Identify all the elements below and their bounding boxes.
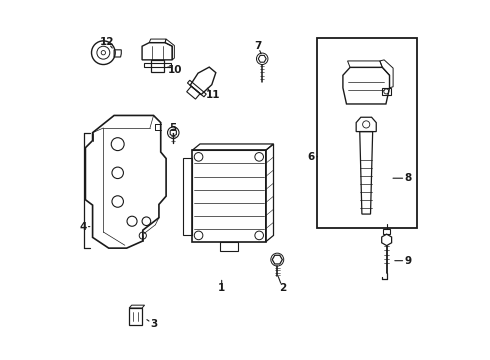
Text: 3: 3 xyxy=(150,319,157,329)
Text: 1: 1 xyxy=(218,283,225,293)
Text: 4: 4 xyxy=(79,222,87,231)
Text: 7: 7 xyxy=(254,41,261,50)
Text: 6: 6 xyxy=(308,152,315,162)
Text: 12: 12 xyxy=(99,37,114,47)
Text: 5: 5 xyxy=(170,123,177,133)
Text: 8: 8 xyxy=(405,173,412,183)
Text: 9: 9 xyxy=(405,256,412,266)
Text: 10: 10 xyxy=(168,64,182,75)
Text: 11: 11 xyxy=(205,90,220,100)
Text: 2: 2 xyxy=(279,283,286,293)
